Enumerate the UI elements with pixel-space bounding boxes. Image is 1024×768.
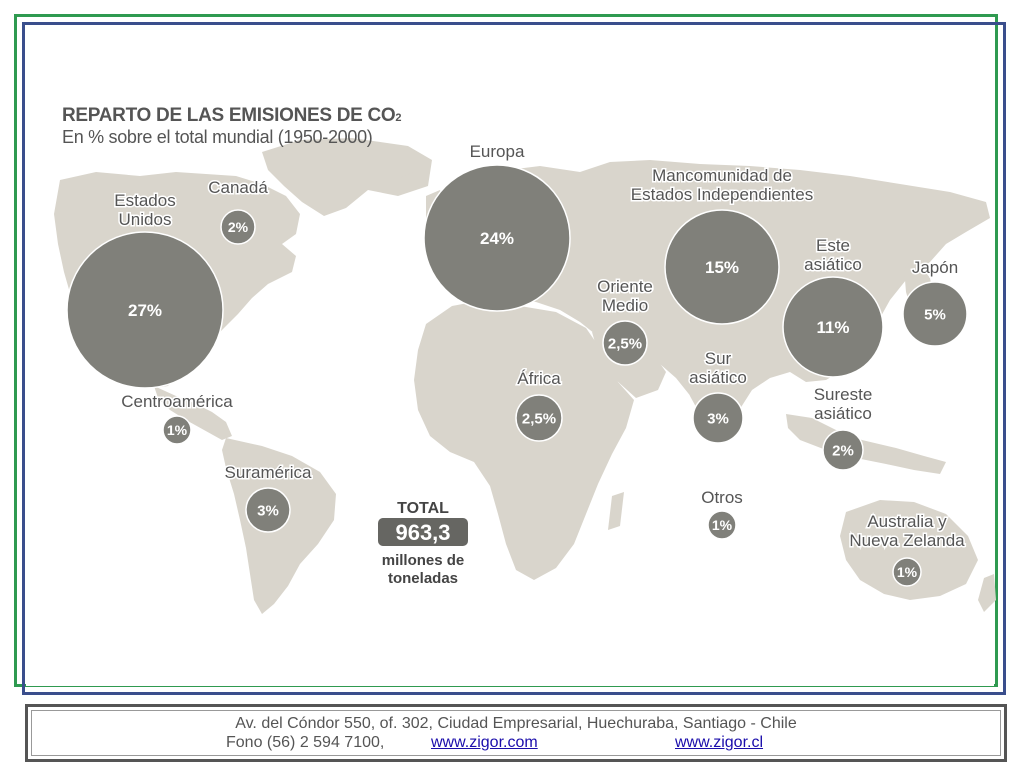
value-australia-y-nueva-zelanda: 1% bbox=[897, 564, 918, 580]
label-este-asiatico-line-1: Este bbox=[816, 236, 850, 255]
total-label: TOTAL bbox=[397, 500, 449, 517]
greenland-shape bbox=[262, 138, 432, 216]
label-oriente-medio-line-2: Medio bbox=[602, 296, 648, 315]
map-title-subscript: 2 bbox=[395, 112, 402, 124]
footer-phone: Fono (56) 2 594 7100, bbox=[226, 734, 385, 751]
label-otros-line-1: Otros bbox=[701, 488, 743, 507]
label-oriente-medio-line-1: Oriente bbox=[597, 277, 653, 296]
se-asia-islands-shape bbox=[786, 414, 946, 474]
bubble-africa bbox=[515, 394, 563, 442]
label-estados-unidos-line-1: Estados bbox=[114, 191, 175, 210]
value-estados-unidos: 27% bbox=[128, 301, 162, 320]
label-sur-asiatico-line-1: Sur bbox=[705, 349, 732, 368]
total-value: 963,3 bbox=[395, 520, 450, 545]
label-australia-y-nueva-zelanda-line-2: Nueva Zelanda bbox=[849, 531, 965, 550]
value-este-asiatico: 11% bbox=[816, 318, 849, 337]
footer-link-zigor-com[interactable]: www.zigor.com bbox=[431, 734, 538, 751]
total-unit-line-2: toneladas bbox=[388, 570, 458, 587]
label-canada-line-1: Canadá bbox=[208, 178, 268, 197]
value-europa: 24% bbox=[480, 229, 514, 248]
value-africa: 2,5% bbox=[522, 410, 556, 427]
new-zealand-shape bbox=[978, 574, 996, 612]
map-title-text: REPARTO DE LAS EMISIONES DE CO bbox=[62, 105, 396, 126]
bubble-otros bbox=[707, 510, 737, 540]
label-africa-line-1: África bbox=[517, 369, 561, 388]
bubble-sur-asiatico bbox=[692, 392, 744, 444]
madagascar-shape bbox=[608, 492, 624, 530]
label-japon-line-1: Japón bbox=[912, 258, 958, 277]
value-otros: 1% bbox=[712, 517, 733, 533]
central-america-shape bbox=[154, 386, 232, 440]
label-mancomunidad-de-estados-independientes-line-1: Mancomunidad de bbox=[652, 166, 792, 185]
total-value-box bbox=[378, 518, 468, 546]
bubble-estados-unidos bbox=[66, 231, 224, 389]
value-suramerica: 3% bbox=[257, 502, 279, 519]
bubble-canada bbox=[220, 209, 256, 245]
slide-frame-blue bbox=[22, 22, 1006, 695]
label-europa-line-1: Europa bbox=[470, 142, 525, 161]
value-sur-asiatico: 3% bbox=[707, 410, 729, 427]
label-sureste-asiatico-line-2: asiático bbox=[814, 404, 872, 423]
bubble-japon bbox=[902, 281, 968, 347]
bubble-mancomunidad-de-estados-independientes bbox=[664, 209, 780, 325]
bubble-suramerica bbox=[245, 487, 291, 533]
iceland-shape bbox=[388, 164, 414, 178]
label-sureste-asiatico-line-1: Sureste bbox=[814, 385, 873, 404]
map-title: REPARTO DE LAS EMISIONES DE CO2 bbox=[62, 105, 402, 129]
value-japon: 5% bbox=[924, 306, 946, 323]
bubble-europa bbox=[423, 164, 571, 312]
bubble-sureste-asiatico bbox=[822, 429, 864, 471]
bubble-australia-y-nueva-zelanda bbox=[892, 557, 922, 587]
label-mancomunidad-de-estados-independientes-line-2: Estados Independientes bbox=[631, 185, 813, 204]
bubble-oriente-medio bbox=[602, 320, 648, 366]
footer: Av. del Cóndor 550, of. 302, Ciudad Empr… bbox=[25, 704, 1007, 762]
value-sureste-asiatico: 2% bbox=[832, 442, 854, 459]
total-unit-line-1: millones de bbox=[382, 552, 465, 569]
label-estados-unidos-line-2: Unidos bbox=[119, 210, 172, 229]
label-suramerica-line-1: Suramérica bbox=[225, 463, 312, 482]
bubble-este-asiatico bbox=[782, 276, 884, 378]
value-mancomunidad-de-estados-independientes: 15% bbox=[705, 258, 739, 277]
africa-shape bbox=[414, 300, 634, 580]
footer-address: Av. del Cóndor 550, of. 302, Ciudad Empr… bbox=[235, 715, 797, 732]
value-canada: 2% bbox=[228, 219, 249, 235]
footer-inner-border bbox=[31, 710, 1001, 756]
value-oriente-medio: 2,5% bbox=[608, 335, 642, 352]
footer-link-zigor-cl[interactable]: www.zigor.cl bbox=[675, 734, 764, 751]
emission-bubbles: 27% 2% 1% 3% 24% 2,5% 2,5% 15% 3% 11% 5% 2% 1% 1% bbox=[66, 164, 968, 587]
map-subtitle: En % sobre el total mundial (1950-2000) bbox=[62, 127, 373, 147]
label-sur-asiatico-line-2: asiático bbox=[689, 368, 747, 387]
bubble-centroamerica bbox=[162, 415, 192, 445]
australia-shape bbox=[840, 500, 978, 600]
label-australia-y-nueva-zelanda-line-1: Australia y bbox=[867, 512, 947, 531]
label-centroamerica-line-1: Centroamérica bbox=[121, 392, 233, 411]
value-centroamerica: 1% bbox=[167, 422, 188, 438]
label-este-asiatico-line-2: asiático bbox=[804, 255, 862, 274]
